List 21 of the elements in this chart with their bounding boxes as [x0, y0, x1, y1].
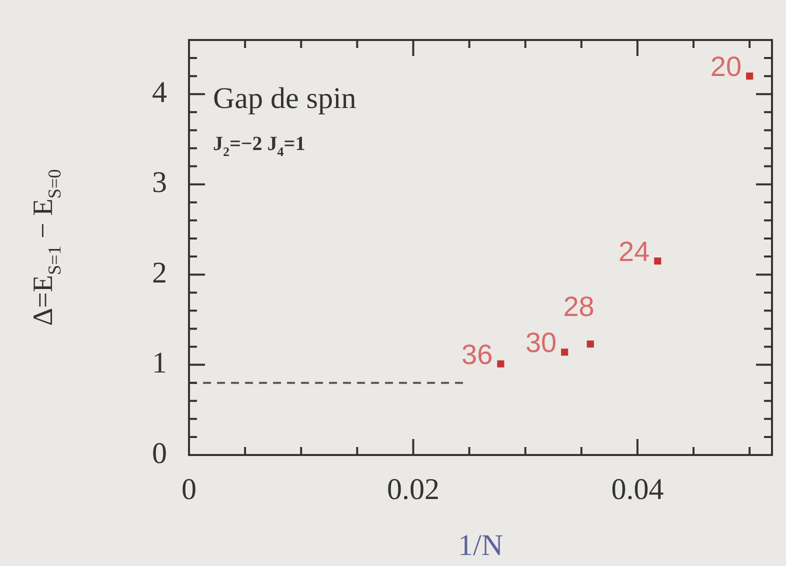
- y-tick-label: 0: [152, 436, 167, 470]
- point: [586, 340, 594, 348]
- point: [497, 360, 504, 368]
- y-tick-label: 4: [152, 76, 167, 110]
- y-tick-label: 3: [152, 166, 167, 200]
- x-tick-label: 0: [182, 472, 196, 506]
- annotation: 20: [710, 51, 742, 82]
- annotation: Gap de spin: [213, 82, 356, 115]
- annotation: 24: [618, 236, 650, 268]
- point: [746, 72, 754, 80]
- y-tick-label: 2: [152, 256, 167, 290]
- point: [561, 348, 568, 356]
- y-axis-title: Δ=ES=1 − ES=0: [28, 169, 64, 326]
- annotation: 30: [525, 327, 557, 358]
- annotation: 28: [563, 291, 594, 322]
- point: [654, 257, 662, 265]
- y-tick-label: 1: [152, 346, 167, 380]
- x-tick-label: 0.04: [611, 472, 664, 506]
- annotation: 36: [462, 338, 493, 370]
- x-tick-label: 0.02: [386, 472, 440, 506]
- x-axis-title: 1/N: [458, 529, 503, 562]
